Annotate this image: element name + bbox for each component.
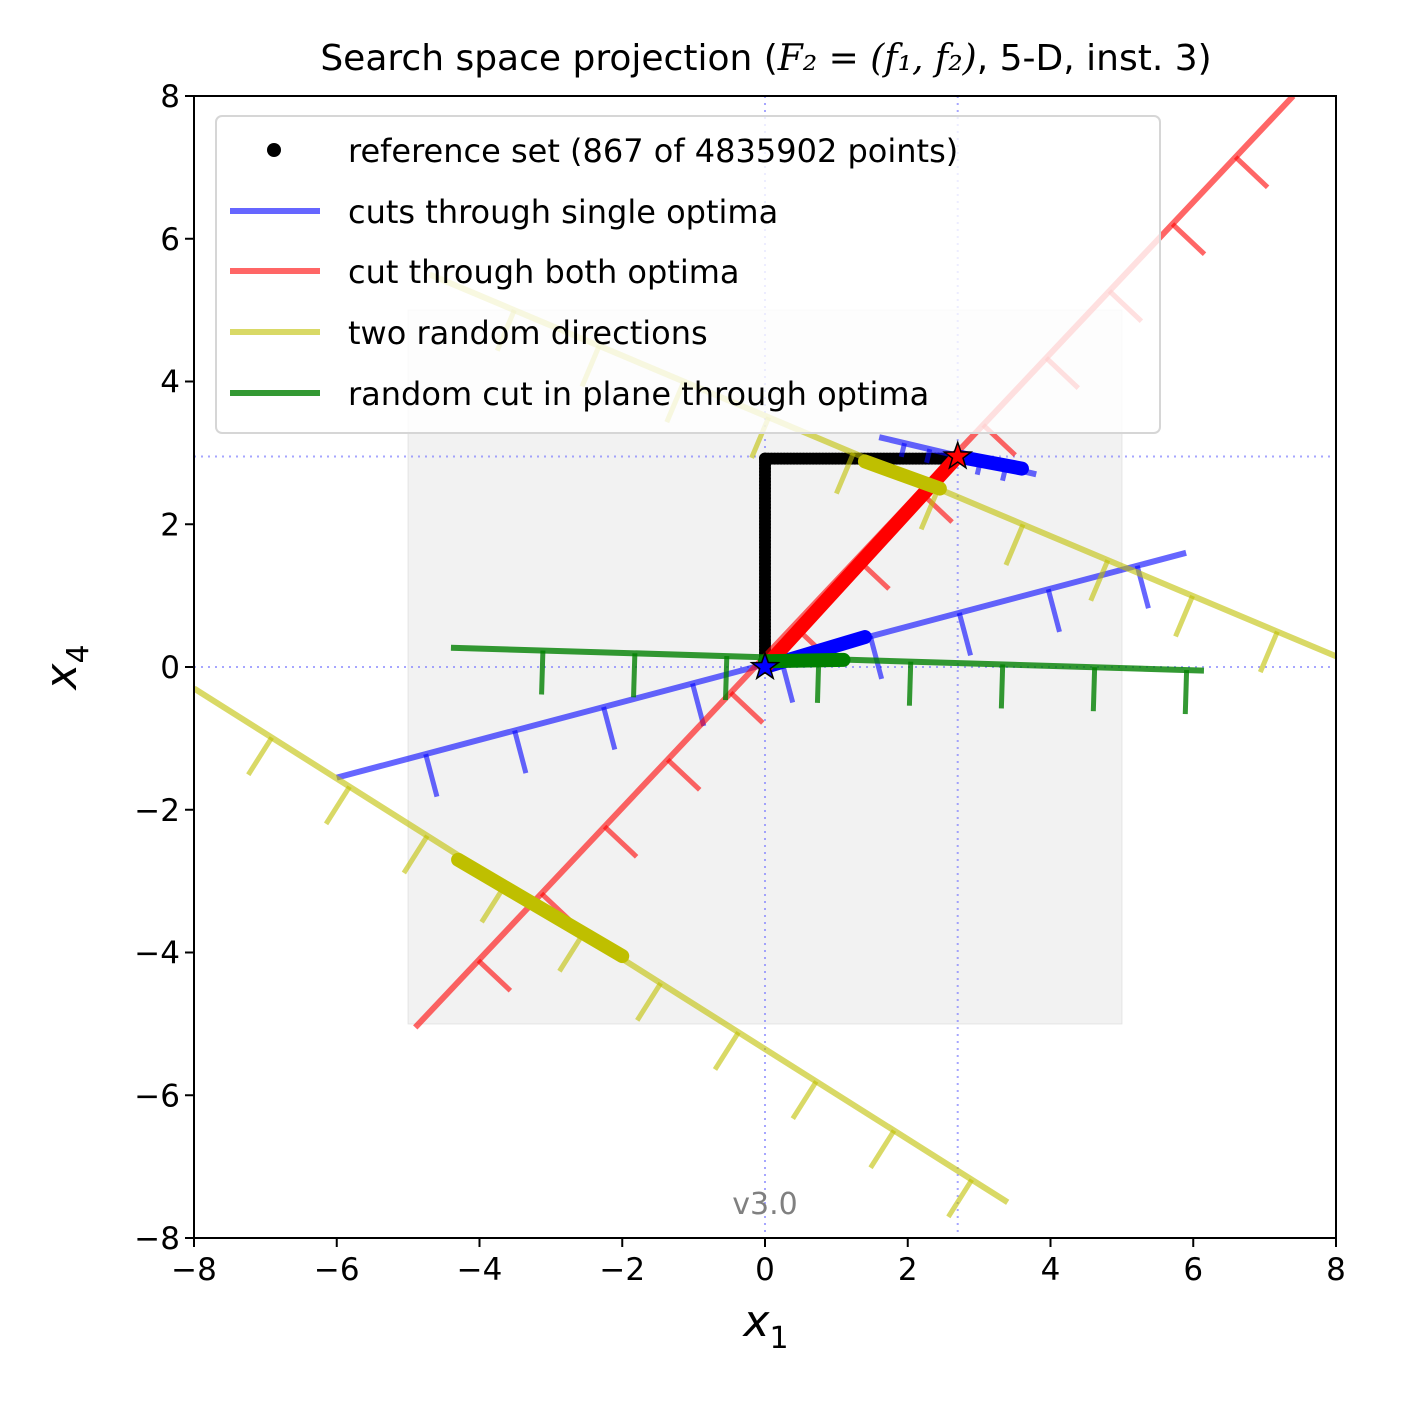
- series-tick: [906, 661, 914, 706]
- series-tick: [601, 706, 618, 751]
- x-tick-label: −8: [171, 1252, 217, 1288]
- series-bold-segment: [950, 449, 1029, 476]
- legend-box: [215, 115, 1161, 434]
- chart-title-math: F₂ = (f₁, f₂): [777, 38, 977, 79]
- x-axis: −8 −6 −4 −2 0 2 4 6 8: [171, 1238, 1346, 1288]
- y-axis: −8 −6 −4 −2 0 2 4 6 8: [134, 79, 194, 1257]
- series-tick: [665, 757, 702, 792]
- x-tick-label: −6: [314, 1252, 360, 1288]
- legend-label-both-optima: cut through both optima: [348, 253, 740, 291]
- x-tick-label: 2: [898, 1252, 918, 1288]
- chart-title: Search space projection (F₂ = (f₁, f₂), …: [320, 38, 1211, 79]
- series-bold-segment: [758, 449, 965, 674]
- series-tick: [690, 682, 707, 727]
- series-tick: [1088, 559, 1111, 602]
- series-tick: [729, 690, 765, 725]
- legend: reference set (867 of 4835902 points) cu…: [215, 115, 1161, 434]
- y-tick-label: 2: [160, 507, 180, 543]
- series-tick: [868, 1129, 897, 1170]
- series-tick: [834, 452, 856, 495]
- series-tick: [635, 981, 663, 1022]
- series-tick: [722, 656, 730, 701]
- series-bold-segment: [758, 652, 851, 669]
- series-tick: [246, 736, 274, 777]
- watermark: v3.0: [732, 1187, 797, 1222]
- x-axis-label: x1: [741, 1296, 788, 1356]
- series-tick: [401, 834, 430, 875]
- optimum-star-marker: [749, 650, 781, 681]
- chart-title-suffix: , 5-D, inst. 3): [977, 38, 1212, 79]
- series-tick: [790, 1080, 819, 1120]
- series-tick: [918, 487, 941, 531]
- x-tick-label: 6: [1183, 1252, 1203, 1288]
- series-tick: [1045, 588, 1062, 633]
- series-tick: [1182, 669, 1190, 715]
- series-tick: [539, 650, 546, 695]
- series-bold-segment: [451, 852, 630, 964]
- x-tick-label: −2: [599, 1252, 645, 1288]
- y-tick-label: 8: [160, 79, 180, 115]
- legend-label-single-optima: cuts through single optima: [348, 193, 778, 231]
- series-tick: [956, 612, 973, 657]
- y-tick-label: −8: [134, 1221, 180, 1257]
- legend-label-reference-set: reference set (867 of 4835902 points): [348, 132, 958, 170]
- series-tick: [557, 932, 586, 973]
- x-tick-label: 0: [755, 1252, 775, 1288]
- series-tick: [423, 753, 440, 798]
- series-tick: [323, 785, 352, 826]
- legend-marker-reference-set: [267, 143, 281, 157]
- series-tick: [512, 729, 529, 774]
- series-tick: [924, 448, 933, 464]
- y-tick-label: −6: [134, 1078, 180, 1114]
- y-tick-label: 0: [160, 650, 180, 686]
- series-tick: [1233, 155, 1270, 190]
- x-tick-label: −4: [457, 1252, 503, 1288]
- optimum-star-marker: [942, 440, 974, 470]
- x-tick-label: 8: [1326, 1252, 1346, 1288]
- series-tick: [602, 824, 639, 859]
- y-axis-label: x4: [36, 644, 96, 691]
- chart-title-prefix: Search space projection (: [320, 38, 777, 79]
- series-bold-segment: [857, 454, 947, 496]
- y-axis-label-sub: 4: [61, 644, 96, 663]
- series-tick: [1257, 630, 1280, 674]
- y-tick-label: −2: [134, 793, 180, 829]
- series-tick: [631, 653, 638, 698]
- x-axis-label-main: x: [741, 1296, 770, 1347]
- y-axis-label-main: x: [36, 663, 87, 692]
- series-tick: [946, 1178, 974, 1219]
- legend-label-random-directions: two random directions: [348, 314, 708, 352]
- y-tick-label: −4: [134, 936, 180, 972]
- legend-label-random-cut: random cut in plane through optima: [348, 375, 929, 413]
- series-bold-segments: [451, 449, 1029, 964]
- series-tick: [998, 664, 1006, 709]
- x-tick-label: 4: [1041, 1252, 1061, 1288]
- y-tick-label: 6: [160, 222, 180, 258]
- series-tick: [712, 1030, 741, 1071]
- optimum-markers: [749, 440, 974, 681]
- series-tick: [898, 442, 907, 458]
- series-tick: [1090, 667, 1098, 712]
- series-tick: [476, 958, 513, 993]
- series-tick: [1173, 594, 1195, 638]
- series-tick: [1003, 523, 1026, 566]
- x-axis-label-sub: 1: [769, 1321, 788, 1356]
- series-tick: [1170, 222, 1207, 257]
- y-tick-label: 4: [160, 365, 180, 401]
